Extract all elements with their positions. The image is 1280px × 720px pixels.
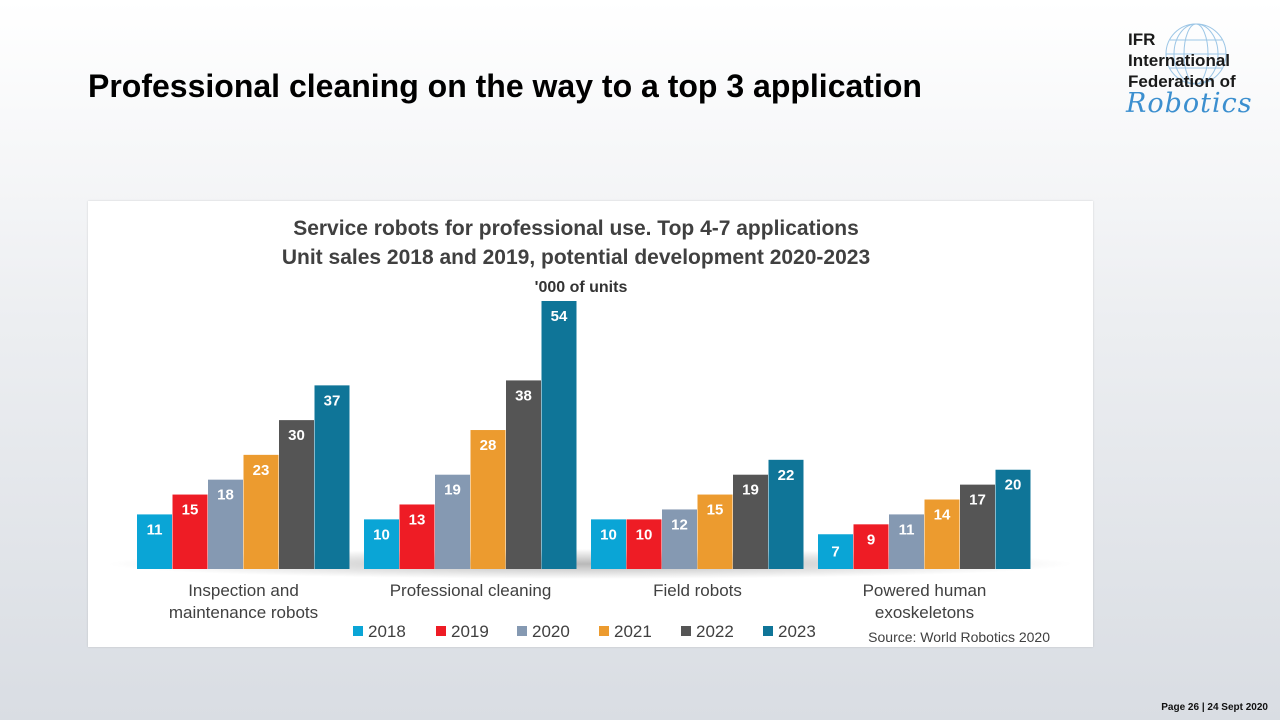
data-label-2022-cat0: 30	[288, 427, 305, 444]
bar-2018-cat0	[137, 514, 172, 569]
logo-script-robotics: Robotics	[1126, 88, 1253, 119]
slide-title: Professional cleaning on the way to a to…	[88, 68, 922, 104]
bar-2020-cat0	[208, 479, 243, 569]
bar-2022-cat3	[960, 484, 995, 569]
legend-label-2023: 2023	[778, 622, 816, 641]
data-label-2021-cat0: 23	[253, 462, 270, 479]
logo-line-federation: Federation of	[1128, 72, 1236, 91]
data-label-2020-cat3: 11	[899, 521, 915, 538]
bar-2018-cat2	[591, 519, 626, 569]
bar-2021-cat0	[243, 454, 279, 569]
legend-label-2019: 2019	[451, 622, 489, 641]
bar-2021-cat2	[697, 494, 733, 569]
data-label-2022-cat2: 19	[742, 482, 759, 499]
chart-subtitle: Unit sales 2018 and 2019, potential deve…	[282, 246, 870, 269]
data-label-2023-cat2: 22	[778, 467, 795, 484]
data-label-2021-cat1: 28	[480, 437, 497, 454]
data-label-2018-cat3: 7	[831, 544, 839, 561]
chart-legend: 2018 2019 2020 2021 2022 2023	[353, 622, 816, 641]
data-label-2018-cat2: 10	[600, 526, 617, 543]
data-label-2022-cat1: 38	[515, 387, 532, 404]
logo-line-ifr: IFR	[1128, 30, 1156, 49]
data-label-2018-cat1: 10	[373, 526, 390, 543]
data-label-2023-cat0: 37	[324, 392, 341, 409]
data-label-2021-cat2: 15	[707, 502, 724, 519]
bar-2019-cat2	[626, 519, 662, 569]
bar-2023-cat1	[541, 301, 577, 569]
bar-2022-cat0	[279, 420, 314, 569]
data-label-2018-cat0: 11	[147, 521, 163, 538]
ifr-logo: IFR International Federation of Robotics	[1122, 22, 1262, 122]
data-label-2020-cat2: 12	[671, 516, 688, 533]
legend-label-2020: 2020	[532, 622, 570, 641]
bar-2023-cat0	[314, 385, 350, 569]
bar-2018-cat3	[818, 534, 853, 569]
data-label-2019-cat1: 13	[409, 511, 426, 528]
chart-source: Source: World Robotics 2020	[868, 629, 1050, 645]
data-label-2022-cat3: 17	[969, 492, 986, 509]
legend-swatch-2021	[599, 626, 609, 636]
bar-2020-cat1	[435, 474, 470, 569]
bar-2019-cat1	[399, 504, 435, 569]
bar-2020-cat2	[662, 509, 697, 569]
bar-2021-cat3	[924, 499, 960, 569]
category-label-0-line0: Inspection and	[188, 581, 299, 600]
bar-2022-cat1	[506, 380, 541, 569]
category-label-3-line1: exoskeletons	[875, 603, 974, 622]
bar-2018-cat1	[364, 519, 399, 569]
bar-2022-cat2	[733, 474, 768, 569]
category-label-1-line0: Professional cleaning	[390, 581, 552, 600]
legend-swatch-2019	[436, 626, 446, 636]
data-label-2019-cat3: 9	[867, 531, 875, 548]
bar-2019-cat0	[172, 494, 208, 569]
bar-series-group: 11 15 18 23 30 37 10 13 19 28 38 54 10 10 12 15 19 22 7 9 11…	[137, 301, 1031, 569]
page-footer: Page 26 | 24 Sept 2020	[1161, 702, 1268, 713]
data-label-2021-cat3: 14	[934, 507, 951, 524]
chart-panel: Service robots for professional use. Top…	[88, 201, 1093, 647]
bar-2019-cat3	[853, 524, 889, 569]
bar-chart: Service robots for professional use. Top…	[108, 217, 1073, 645]
bar-2021-cat1	[470, 430, 506, 569]
category-label-2-line0: Field robots	[653, 581, 742, 600]
bar-2023-cat2	[768, 459, 804, 569]
legend-swatch-2022	[681, 626, 691, 636]
category-label-3-line0: Powered human	[863, 581, 987, 600]
legend-swatch-2020	[517, 626, 527, 636]
legend-label-2022: 2022	[696, 622, 734, 641]
legend-label-2018: 2018	[368, 622, 406, 641]
data-label-2023-cat3: 20	[1005, 477, 1022, 494]
category-labels: Inspection and maintenance robots Professi…	[169, 581, 987, 622]
data-label-2019-cat0: 15	[182, 502, 199, 519]
data-label-2019-cat2: 10	[636, 526, 653, 543]
globe-icon	[1165, 23, 1227, 85]
data-label-2023-cat1: 54	[551, 308, 568, 325]
bar-2020-cat3	[889, 514, 924, 569]
category-label-0-line1: maintenance robots	[169, 603, 318, 622]
legend-label-2021: 2021	[614, 622, 652, 641]
chart-title: Service robots for professional use. Top…	[293, 217, 859, 240]
bar-2023-cat3	[995, 469, 1031, 569]
legend-swatch-2023	[763, 626, 773, 636]
logo-line-international: International	[1128, 51, 1231, 70]
chart-unit-label: '000 of units	[535, 279, 628, 296]
data-label-2020-cat1: 19	[444, 482, 461, 499]
data-label-2020-cat0: 18	[217, 487, 234, 504]
legend-swatch-2018	[353, 626, 363, 636]
